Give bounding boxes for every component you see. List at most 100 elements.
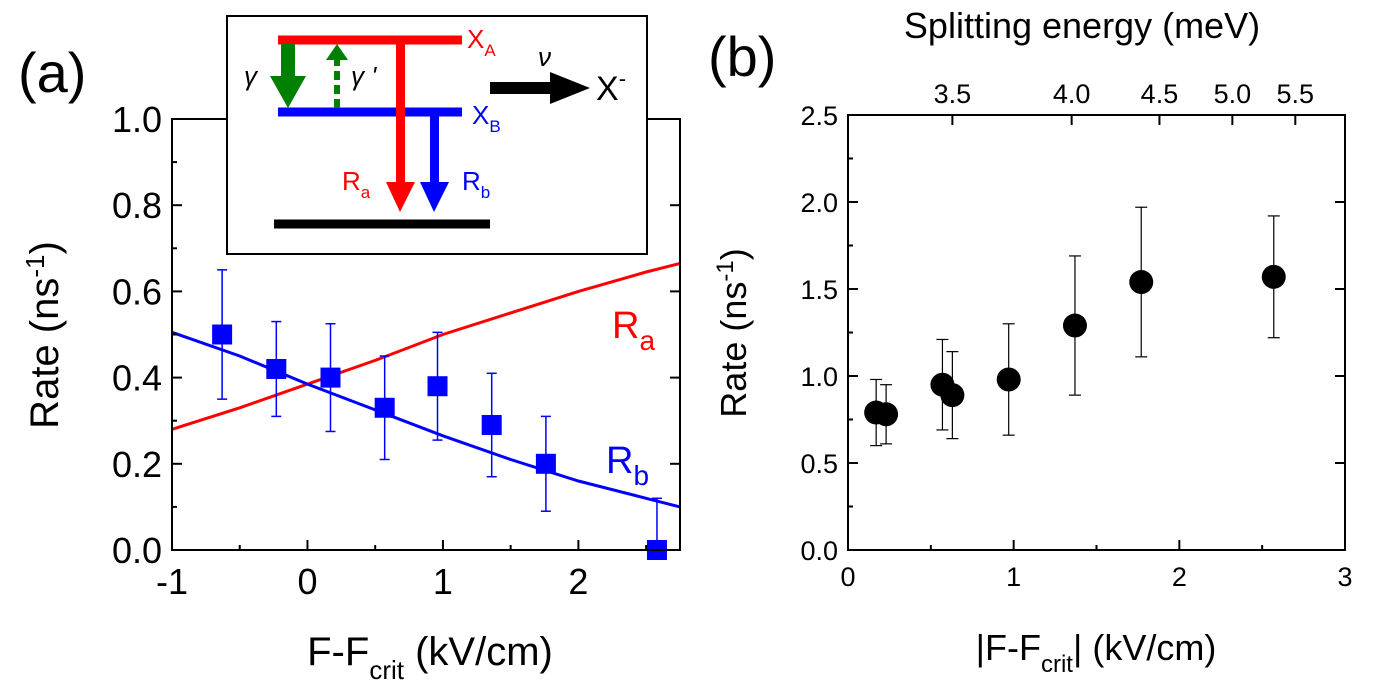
panel-a-x-tick-label-3: 2 — [568, 561, 588, 602]
panel-b-ylabel-sup: -1 — [712, 260, 739, 281]
rb-inset-label: Rb — [462, 166, 490, 202]
panel-a-y-tick-label-1: 0.2 — [112, 444, 162, 485]
panel-a-data-point — [374, 397, 395, 418]
panel-b-top-tick-label-0: 3.5 — [934, 79, 972, 109]
curve-label-ra-sub: a — [639, 325, 655, 356]
panel-b-data-point — [1129, 270, 1154, 295]
gamma-prime-label: γ ' — [351, 61, 377, 91]
panel-a-x-tick-label-1: 0 — [297, 561, 317, 602]
level-xa-label-sub: A — [484, 41, 496, 60]
curve-label-rb-main: R — [606, 440, 633, 482]
nu-label: ν — [538, 42, 551, 72]
panel-a-x-axis-title: F-Fcrit (kV/cm) — [307, 630, 553, 685]
nu-arrow-head — [550, 72, 590, 104]
level-xa-label-main: X — [467, 24, 484, 54]
curve-label-rb-sub: b — [633, 460, 649, 491]
trion-label-main: X — [596, 70, 619, 108]
panel-a-data-point — [535, 453, 556, 474]
panel-a-plot-area — [171, 261, 681, 560]
panel-b-top-tick-label-3: 5.0 — [1214, 79, 1252, 109]
panel-b-xlabel-main: |F-F — [976, 627, 1041, 668]
panel-a-curve-ra — [171, 261, 681, 431]
panel-a-y-tick-label-3: 0.6 — [112, 271, 162, 312]
curve-label-ra: Ra — [612, 305, 655, 356]
panel-a-x-tick-label-0: -1 — [156, 561, 188, 602]
panel-a-x-tick-label-2: 1 — [433, 561, 453, 602]
ra-arrow-shaft — [396, 44, 405, 184]
panel-b-y-axis-title: Rate (ns-1) — [712, 248, 754, 417]
panel-b-x-tick-label-3: 3 — [1337, 562, 1352, 592]
rb-arrow-head — [420, 182, 449, 212]
panel-label-b: (b) — [708, 25, 776, 88]
panel-b-x-tick-label-2: 2 — [1172, 562, 1187, 592]
ra-inset-label: Ra — [342, 166, 371, 202]
gamma-arrow-head — [270, 76, 306, 108]
curve-label-rb: Rb — [606, 440, 649, 491]
panel-a-curve-rb — [171, 330, 681, 509]
panel-a-data-point — [427, 376, 448, 397]
panel-b-top-tick-label-2: 4.5 — [1141, 79, 1179, 109]
panel-b-ylabel-main: Rate (ns — [713, 282, 754, 418]
panel-b-frame — [847, 114, 1346, 551]
panel-b-x-axis-title: |F-Fcrit| (kV/cm) — [976, 627, 1217, 678]
rb-arrow-shaft — [430, 116, 439, 184]
panel-b-ticks: 0 1 2 3 0.0 0.5 1.0 1.5 2.0 2.5 3.5 4.0 4.5 5.0 5.5 — [800, 79, 1352, 592]
panel-a-y-axis-title: Rate (ns-1) — [20, 241, 67, 429]
panel-b-plot-area — [864, 206, 1286, 447]
rb-inset-label-sub: b — [481, 183, 490, 202]
nu-arrow-shaft — [490, 82, 552, 94]
panel-a-ylabel-main: Rate (ns — [23, 278, 67, 429]
panel-b: (b) Splitting energy (meV) 0 1 2 3 0.0 0.5 1.0… — [708, 5, 1353, 678]
trion-label-sup: - — [619, 66, 626, 91]
panel-b-data-point — [996, 367, 1021, 392]
panel-b-top-tick-label-4: 5.5 — [1277, 79, 1315, 109]
panel-b-y-tick-label-0: 0.0 — [800, 536, 838, 566]
panel-a-xlabel-main: F-F — [307, 630, 369, 674]
panel-b-xlabel-sub: crit — [1041, 651, 1073, 678]
panel-b-data-point — [940, 383, 965, 408]
ra-inset-label-sub: a — [361, 183, 371, 202]
panel-a-data-point — [212, 324, 233, 345]
panel-a-data-point — [320, 367, 341, 388]
panel-a-data-point — [481, 415, 502, 436]
panel-b-x-tick-label-0: 0 — [840, 562, 855, 592]
panel-b-y-tick-label-2: 1.0 — [800, 362, 838, 392]
panel-b-y-tick-label-1: 0.5 — [800, 449, 838, 479]
ra-arrow-head — [386, 182, 415, 212]
ra-inset-label-main: R — [342, 166, 361, 196]
panel-b-data-point — [1261, 264, 1286, 289]
panel-b-xlabel-units: | (kV/cm) — [1073, 627, 1216, 668]
level-xb-label-main: X — [472, 100, 489, 130]
panel-a-xlabel-sub: crit — [369, 655, 404, 685]
gamma-arrow-shaft — [281, 44, 295, 76]
panel-b-top-axis-title: Splitting energy (meV) — [904, 5, 1260, 46]
panel-label-a: (a) — [18, 41, 86, 104]
energy-level-inset: XA XB γ γ ' ν X- Ra Rb — [226, 15, 648, 255]
panel-a-y-tick-label-4: 0.8 — [112, 185, 162, 226]
level-xb-label-sub: B — [489, 117, 500, 136]
gamma-label: γ — [244, 61, 259, 91]
panel-b-ylabel-close: ) — [713, 248, 754, 260]
panel-b-x-tick-label-1: 1 — [1006, 562, 1021, 592]
panel-a-y-tick-label-0: 0.0 — [112, 530, 162, 571]
panel-a-ticks: -1 0 1 2 0.0 0.2 0.4 0.6 0.8 1.0 — [112, 99, 680, 602]
gamma-prime-arrow-head — [326, 44, 348, 60]
panel-a-y-tick-label-5: 1.0 — [112, 99, 162, 140]
panel-b-data-point — [874, 402, 899, 427]
panel-a: (a) -1 0 1 20.00.20.40.60.81.0 Rate (ns-1) … — [18, 15, 681, 685]
panel-a-xlabel-units: (kV/cm) — [404, 630, 553, 674]
level-xa-label: XA — [467, 24, 496, 60]
trion-label: X- — [596, 66, 626, 108]
panel-b-y-tick-label-4: 2.0 — [800, 188, 838, 218]
panel-b-data-point — [1062, 313, 1087, 338]
curve-label-ra-main: R — [612, 305, 639, 347]
panel-a-ylabel-close: ) — [23, 241, 67, 254]
rb-inset-label-main: R — [462, 166, 481, 196]
panel-b-y-tick-label-3: 1.5 — [800, 275, 838, 305]
level-xb-label: XB — [472, 100, 501, 136]
panel-b-top-tick-label-1: 4.0 — [1053, 79, 1091, 109]
panel-a-ylabel-sup: -1 — [20, 255, 50, 278]
panel-b-y-tick-label-5: 2.5 — [800, 101, 838, 131]
panel-a-data-point — [266, 358, 287, 379]
